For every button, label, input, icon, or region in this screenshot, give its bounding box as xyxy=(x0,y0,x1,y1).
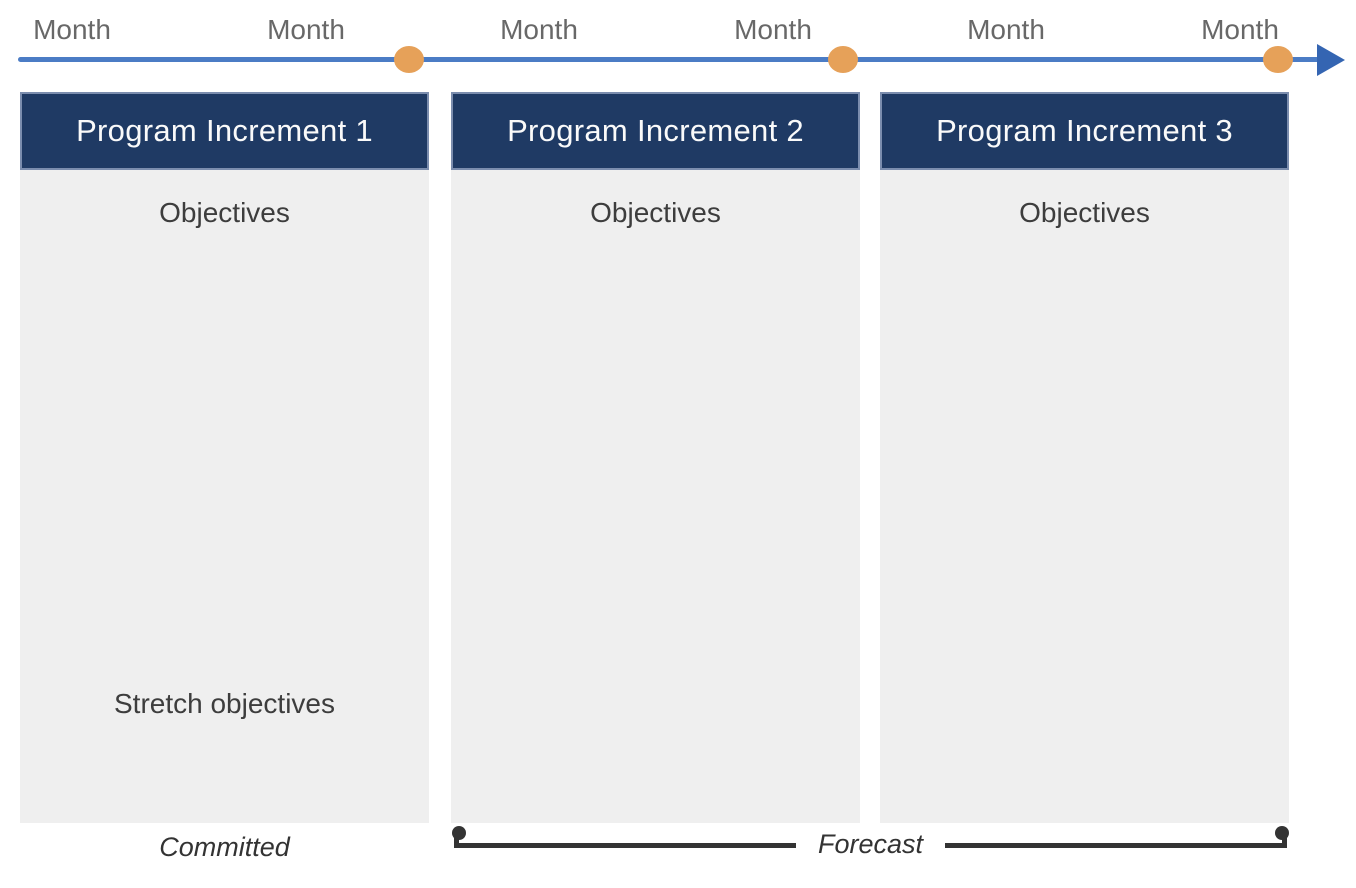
pi-column-1: Program Increment 1 Objectives Stretch o… xyxy=(20,92,429,823)
pi-3-header: Program Increment 3 xyxy=(880,92,1289,170)
milestone-dot xyxy=(1263,46,1293,73)
bracket-endpoint-icon xyxy=(1275,826,1290,850)
timeline-month-label: Month xyxy=(1201,14,1279,45)
pi-1-stretch-objectives-label: Stretch objectives xyxy=(114,688,335,719)
bracket-stem xyxy=(1282,834,1288,848)
pi-1-objectives-label: Objectives xyxy=(159,197,290,228)
milestone-dot xyxy=(828,46,858,73)
timeline-month-label: Month xyxy=(33,14,111,45)
timeline-line xyxy=(18,57,1322,62)
bracket-endpoint-icon xyxy=(452,826,466,850)
pi-column-2: Program Increment 2 Objectives xyxy=(451,92,860,823)
pi-3-body: Objectives xyxy=(880,170,1289,823)
bracket-line xyxy=(945,843,1283,848)
committed-label: Committed xyxy=(159,832,290,862)
timeline-month-label: Month xyxy=(734,14,812,45)
pi-2-header: Program Increment 2 xyxy=(451,92,860,170)
pi-2-objectives-label: Objectives xyxy=(590,197,721,228)
pi-3-objectives-label: Objectives xyxy=(1019,197,1150,228)
pi-1-header: Program Increment 1 xyxy=(20,92,429,170)
forecast-label: Forecast xyxy=(817,829,924,859)
timeline-month-label: Month xyxy=(967,14,1045,45)
pi-3-title: Program Increment 3 xyxy=(936,113,1233,148)
pi-column-3: Program Increment 3 Objectives xyxy=(880,92,1289,823)
pi-2-title: Program Increment 2 xyxy=(507,113,804,148)
timeline-month-label: Month xyxy=(267,14,345,45)
pi-1-body: Objectives Stretch objectives xyxy=(20,170,429,823)
pi-1-title: Program Increment 1 xyxy=(76,113,373,148)
bracket-line xyxy=(459,843,796,848)
timeline-month-label: Month xyxy=(500,14,578,45)
bracket-stem xyxy=(454,834,459,848)
milestone-dot xyxy=(394,46,424,73)
pi-2-body: Objectives xyxy=(451,170,860,823)
arrow-right-icon xyxy=(1317,44,1345,76)
forecast-bracket: Forecast xyxy=(452,826,1290,859)
